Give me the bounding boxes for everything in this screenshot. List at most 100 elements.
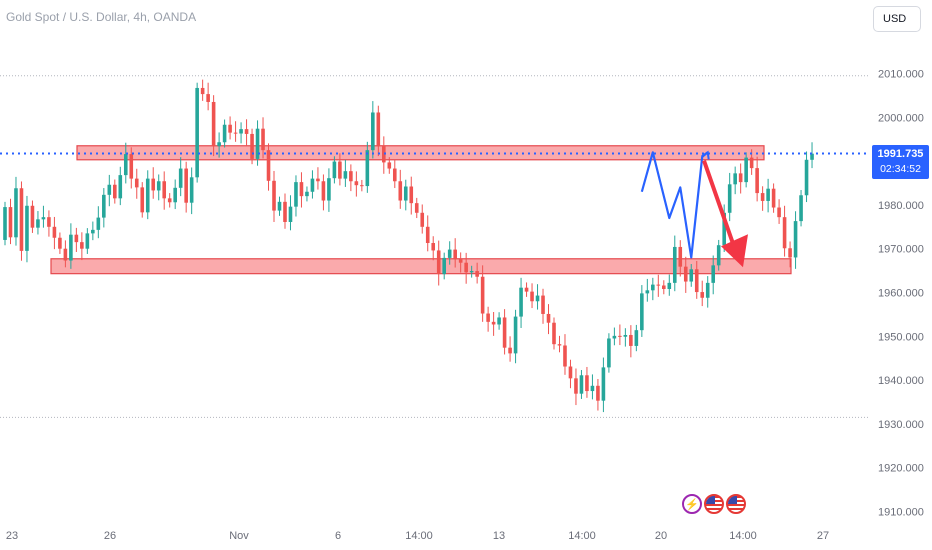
- candle-down: [63, 248, 68, 261]
- candle-up: [14, 188, 18, 238]
- candle-down: [19, 188, 24, 251]
- candle-up: [793, 221, 798, 258]
- currency-button[interactable]: USD: [873, 6, 921, 32]
- candle-down: [760, 193, 765, 201]
- candle-down: [700, 292, 705, 298]
- candle-up: [371, 112, 375, 151]
- candle-down: [387, 162, 392, 169]
- candle-up: [25, 205, 29, 251]
- candle-down: [596, 385, 600, 401]
- candle-up: [118, 175, 123, 199]
- candle-down: [47, 217, 51, 227]
- candle-down: [475, 271, 479, 277]
- candle-down: [782, 217, 787, 249]
- x-tick-label: 20: [655, 530, 667, 542]
- candle-down: [618, 335, 622, 337]
- candle-up: [804, 159, 809, 196]
- candle-up: [799, 195, 803, 222]
- candle-up: [447, 249, 452, 258]
- candle-down: [678, 246, 683, 267]
- y-tick-label: 1980.000: [878, 200, 924, 212]
- candle-up: [442, 257, 446, 275]
- candle-down: [272, 180, 276, 211]
- current-price-badge: 1991.735 02:34:52: [872, 145, 929, 179]
- candle-down: [508, 347, 512, 354]
- candle-down: [502, 317, 507, 348]
- y-tick-label: 2010.000: [878, 69, 924, 81]
- candle-down: [283, 201, 287, 222]
- us-flag-icon[interactable]: [726, 494, 746, 514]
- candle-down: [398, 181, 403, 201]
- candle-down: [58, 237, 62, 249]
- candle-up: [672, 246, 677, 283]
- candle-down: [211, 101, 216, 147]
- candle-up: [107, 184, 112, 195]
- candle-down: [486, 313, 490, 322]
- candle-up: [766, 188, 770, 201]
- candle-down: [113, 184, 117, 199]
- candle-up: [310, 178, 315, 192]
- candle-down: [233, 132, 238, 134]
- candle-down: [568, 366, 573, 379]
- candle-down: [80, 242, 84, 249]
- candle-up: [623, 334, 628, 337]
- lightning-icon[interactable]: ⚡: [682, 494, 702, 514]
- candle-down: [52, 226, 57, 238]
- candle-up: [810, 153, 814, 160]
- us-flag-icon[interactable]: [704, 494, 724, 514]
- x-tick-label: 26: [104, 530, 116, 542]
- candle-up: [96, 217, 101, 230]
- projection-arrow-head: [721, 234, 748, 268]
- candle-up: [727, 184, 732, 213]
- candle-down: [771, 188, 776, 208]
- candle-up: [343, 171, 348, 179]
- y-tick-label: 1930.000: [878, 419, 924, 431]
- candle-up: [579, 375, 584, 394]
- candle-up: [41, 217, 46, 220]
- candle-down: [200, 87, 205, 95]
- y-tick-label: 1920.000: [878, 463, 924, 475]
- candle-up: [497, 317, 501, 325]
- candle-down: [788, 248, 792, 258]
- candle-down: [376, 112, 381, 147]
- candle-up: [217, 142, 221, 147]
- candle-up: [178, 168, 183, 188]
- candle-up: [403, 186, 408, 201]
- candle-down: [321, 181, 326, 201]
- candle-down: [683, 266, 688, 282]
- candle-up: [102, 194, 106, 218]
- y-tick-label: 2000.000: [878, 112, 924, 124]
- candle-up: [327, 178, 331, 201]
- y-tick-label: 1960.000: [878, 288, 924, 300]
- candle-up: [590, 385, 595, 392]
- candle-up: [288, 206, 293, 222]
- candle-up: [365, 150, 370, 187]
- candle-up: [222, 124, 227, 143]
- candle-down: [425, 226, 430, 244]
- x-tick-label: 23: [6, 530, 18, 542]
- projection-arrow-shaft: [702, 160, 738, 253]
- candle-down: [134, 178, 139, 188]
- candle-up: [634, 330, 639, 346]
- candle-up: [255, 128, 260, 159]
- candle-down: [184, 168, 188, 203]
- candle-down: [162, 181, 167, 199]
- candle-down: [662, 285, 666, 289]
- pattern-arrowhead: [701, 150, 710, 160]
- candle-down: [694, 269, 699, 293]
- y-tick-label: 1950.000: [878, 331, 924, 343]
- candle-up: [195, 87, 199, 178]
- candle-down: [8, 207, 13, 238]
- candle-down: [656, 284, 661, 286]
- candle-down: [585, 375, 589, 392]
- candle-down: [436, 250, 441, 275]
- candle-down: [354, 181, 359, 186]
- candle-up: [189, 177, 194, 203]
- candle-down: [206, 94, 210, 102]
- candle-down: [541, 295, 545, 314]
- support-zone: [50, 258, 792, 275]
- candle-down: [552, 322, 556, 345]
- candle-up: [69, 234, 73, 261]
- candle-up: [332, 161, 337, 179]
